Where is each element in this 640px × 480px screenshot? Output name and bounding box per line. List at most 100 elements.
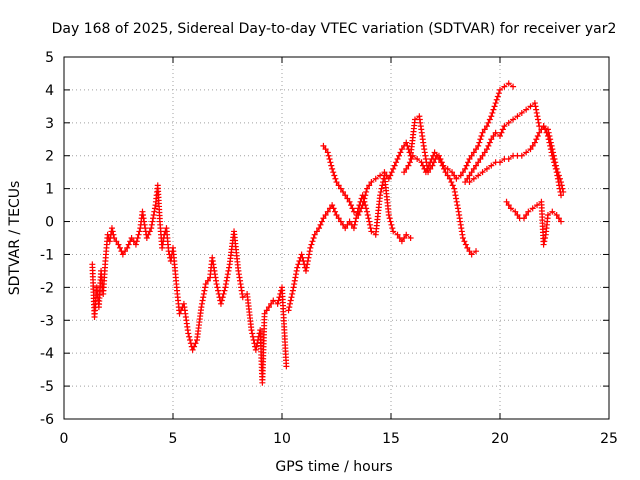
y-tick-label: 2 [45, 149, 54, 165]
data-point-interp [529, 142, 536, 149]
data-point-interp [221, 287, 228, 294]
data-point [553, 169, 560, 176]
data-point-interp [388, 169, 395, 176]
data-point-interp [393, 159, 400, 166]
data-point-interp [226, 264, 233, 271]
data-point [435, 152, 442, 159]
data-point-interp [362, 192, 369, 199]
data-point-interp [291, 281, 298, 288]
data-point-interp [331, 172, 338, 179]
data-point-interp [332, 175, 339, 182]
data-point-interp [199, 297, 206, 304]
data-point-interp [406, 159, 413, 166]
data-point [390, 165, 397, 172]
data-point-interp [351, 221, 358, 228]
data-point [479, 152, 486, 159]
data-point-interp [428, 156, 435, 163]
data-point-interp [490, 132, 497, 139]
data-point [475, 172, 482, 179]
data-point-interp [533, 136, 540, 143]
data-point-interp [202, 284, 209, 291]
data-point-interp [349, 205, 356, 212]
data-point-interp [318, 218, 325, 225]
data-point-interp [340, 188, 347, 195]
data-point-interp [335, 182, 342, 189]
data-point-interp [335, 215, 342, 222]
data-point-interp [481, 149, 488, 156]
data-point [440, 162, 447, 169]
data-point [265, 304, 272, 311]
data-point [307, 244, 314, 251]
data-point [492, 129, 499, 136]
data-point [525, 208, 532, 215]
data-point [119, 251, 126, 258]
data-point [553, 211, 560, 218]
data-point [514, 113, 521, 120]
data-point-interp [387, 218, 394, 225]
data-point-interp [224, 271, 231, 278]
data-point-interp [491, 103, 498, 110]
data-point-interp [303, 264, 310, 271]
data-point-interp [486, 139, 493, 146]
data-point-interp [463, 162, 470, 169]
data-point-interp [325, 152, 332, 159]
axis-ticks: 0 5 10 15 20 25 -6 -5 -4 -3 -2 -1 0 1 2 3 4 5 [40, 50, 618, 447]
data-point [108, 225, 115, 232]
series-trace [464, 102, 564, 193]
data-point-interp [551, 159, 558, 166]
data-point-interp [289, 290, 296, 297]
data-point-interp [286, 304, 293, 311]
data-point-interp [453, 195, 460, 202]
data-point-interp [473, 162, 480, 169]
data-point [501, 83, 508, 90]
data-point [512, 208, 519, 215]
data-point-interp [557, 188, 564, 195]
series-track-f [466, 123, 565, 199]
data-point [459, 235, 466, 241]
data-point-interp [377, 188, 384, 195]
data-point-interp [448, 179, 455, 186]
data-point-interp [366, 182, 373, 189]
data-point [403, 139, 410, 146]
data-point-interp [468, 169, 475, 176]
x-tick-label: 10 [273, 431, 291, 447]
data-point-interp [401, 235, 408, 241]
data-point [405, 162, 412, 169]
data-point-interp [550, 156, 557, 163]
data-point [468, 251, 475, 258]
data-point [289, 287, 296, 294]
data-point [488, 113, 495, 120]
data-point-interp [395, 152, 402, 159]
data-point-interp [306, 251, 313, 258]
data-point-interp [494, 93, 501, 100]
data-point-interp [290, 284, 297, 291]
data-point-interp [286, 300, 293, 307]
data-point-interp [352, 218, 359, 225]
data-point-interp [514, 211, 521, 218]
data-point [128, 235, 135, 241]
data-point-interp [215, 287, 222, 294]
data-point-interp [222, 281, 229, 288]
data-point-interp [388, 221, 395, 228]
data-point-interp [554, 175, 561, 182]
data-point-interp [543, 129, 550, 136]
data-point [359, 202, 366, 209]
data-point-interp [253, 343, 260, 350]
data-point-interp [542, 235, 549, 241]
data-point-interp [379, 182, 386, 189]
data-point-interp [218, 297, 225, 304]
data-point [464, 244, 471, 251]
data-point [466, 179, 473, 186]
data-point-interp [295, 261, 302, 268]
data-point [520, 215, 527, 222]
data-point [479, 169, 486, 176]
data-point-interp [299, 254, 306, 261]
data-point-interp [424, 165, 431, 172]
series-trace [91, 185, 287, 383]
data-point-interp [489, 109, 496, 116]
data-point [368, 179, 375, 186]
data-point [217, 300, 224, 307]
data-point [316, 225, 323, 232]
data-point [422, 169, 429, 176]
data-point-interp [344, 195, 351, 202]
